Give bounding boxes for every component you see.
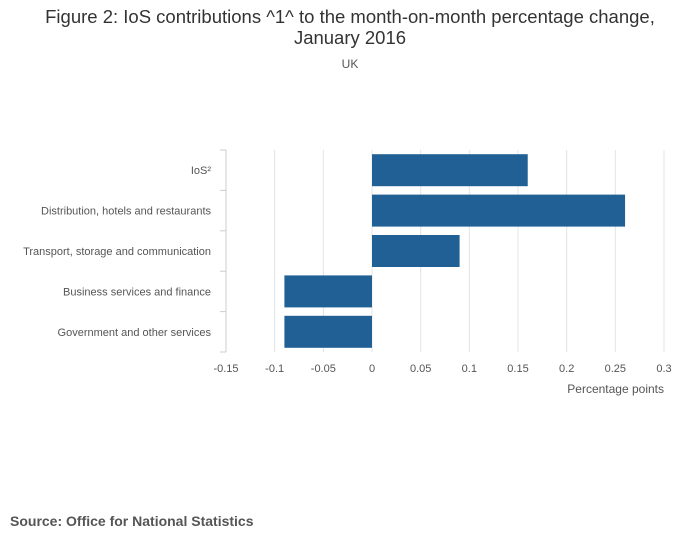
chart-title: Figure 2: IoS contributions ^1^ to the m… [0,6,700,48]
x-tick-label: 0.1 [462,363,477,375]
x-tick-label: 0.15 [507,363,528,375]
x-tick-label: 0.3 [656,363,671,375]
x-tick-label: 0.2 [559,363,574,375]
bar [372,235,460,267]
x-tick-label: -0.05 [311,363,336,375]
y-category-label: Government and other services [58,327,212,339]
y-category-label: IoS² [191,165,212,177]
chart-title-line-2: January 2016 [293,27,407,48]
x-tick-label: 0.25 [605,363,626,375]
chart-subtitle: UK [341,57,359,71]
chart-title-line-1: Figure 2: IoS contributions ^1^ to the m… [45,6,655,27]
y-category-label: Distribution, hotels and restaurants [41,206,211,218]
x-axis-title: Percentage points [567,382,664,396]
y-category-label: Business services and finance [63,286,211,298]
source-note: Source: Office for National Statistics [10,513,254,529]
bar [372,154,528,187]
bar [284,275,372,308]
bar [284,315,372,348]
x-tick-label: -0.1 [265,363,284,375]
x-tick-label: 0.05 [410,363,431,375]
x-tick-label: 0 [369,363,375,375]
y-category-label: Transport, storage and communication [23,246,211,258]
x-tick-label: -0.15 [213,363,238,375]
bar [372,194,626,227]
